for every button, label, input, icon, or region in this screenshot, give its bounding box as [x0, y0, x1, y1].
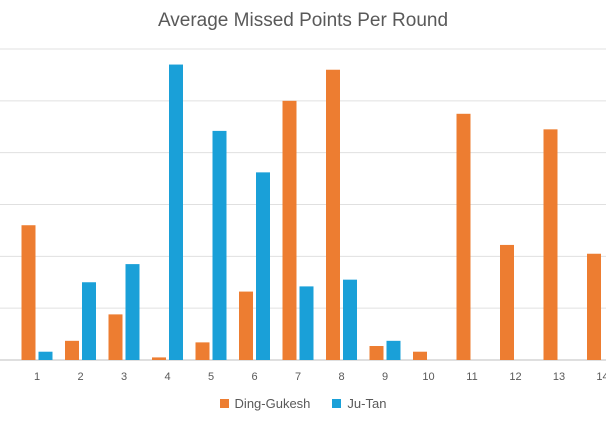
bar-ding-gukesh-3 — [108, 314, 123, 360]
x-tick-label: 8 — [338, 371, 344, 383]
bar-ding-gukesh-9 — [369, 346, 384, 360]
x-tick-label: 7 — [295, 371, 301, 383]
bar-ju-tan-5 — [212, 130, 227, 360]
bar-ding-gukesh-8 — [326, 69, 340, 360]
x-tick-label: 11 — [466, 371, 477, 383]
legend-swatch-ding-gukesh — [219, 399, 229, 408]
bar-ding-gukesh-5 — [195, 342, 210, 360]
bar-ding-gukesh-14 — [587, 253, 601, 360]
x-tick-label: 9 — [382, 371, 388, 383]
x-tick-label: 12 — [509, 371, 521, 383]
bar-ding-gukesh-11 — [456, 113, 471, 361]
bar-ju-tan-3 — [125, 264, 140, 360]
bar-ding-gukesh-7 — [282, 100, 297, 360]
bar-ju-tan-9 — [386, 340, 401, 360]
legend-swatch-ju-tan — [332, 399, 342, 408]
x-tick-label: 6 — [251, 371, 257, 383]
x-tick-label: 10 — [422, 371, 434, 383]
x-tick-label: 13 — [553, 371, 565, 383]
legend-item-ding-gukesh: Ding-Gukesh — [219, 396, 311, 411]
bar-ding-gukesh-12 — [500, 244, 514, 360]
bar-ju-tan-7 — [299, 286, 314, 360]
bar-ding-gukesh-6 — [239, 291, 253, 360]
legend-label-ju-tan: Ju-Tan — [347, 396, 387, 411]
bar-ju-tan-8 — [343, 279, 357, 360]
legend-item-ju-tan: Ju-Tan — [332, 396, 386, 411]
bar-ding-gukesh-2 — [65, 340, 79, 360]
x-tick-label: 5 — [208, 371, 214, 383]
bar-ju-tan-6 — [256, 172, 270, 360]
bar-ding-gukesh-1 — [21, 225, 36, 360]
chart-title: Average Missed Points Per Round — [157, 10, 449, 31]
bar-ding-gukesh-13 — [543, 129, 558, 360]
bar-ju-tan-1 — [38, 351, 53, 360]
bar-ju-tan-2 — [82, 282, 96, 360]
x-tick-label: 2 — [77, 371, 83, 383]
bar-ju-tan-4 — [169, 64, 183, 361]
x-tick-label: 1 — [34, 371, 40, 383]
x-tick-label: 14 — [596, 371, 606, 383]
bar-ding-gukesh-10 — [413, 351, 427, 360]
bar-ding-gukesh-4 — [152, 357, 166, 360]
legend-label-ding-gukesh: Ding-Gukesh — [234, 396, 311, 411]
x-tick-label: 4 — [164, 371, 170, 383]
x-tick-label: 3 — [121, 371, 127, 383]
chart-legend: Ding-Gukesh Ju-Tan — [0, 396, 606, 411]
